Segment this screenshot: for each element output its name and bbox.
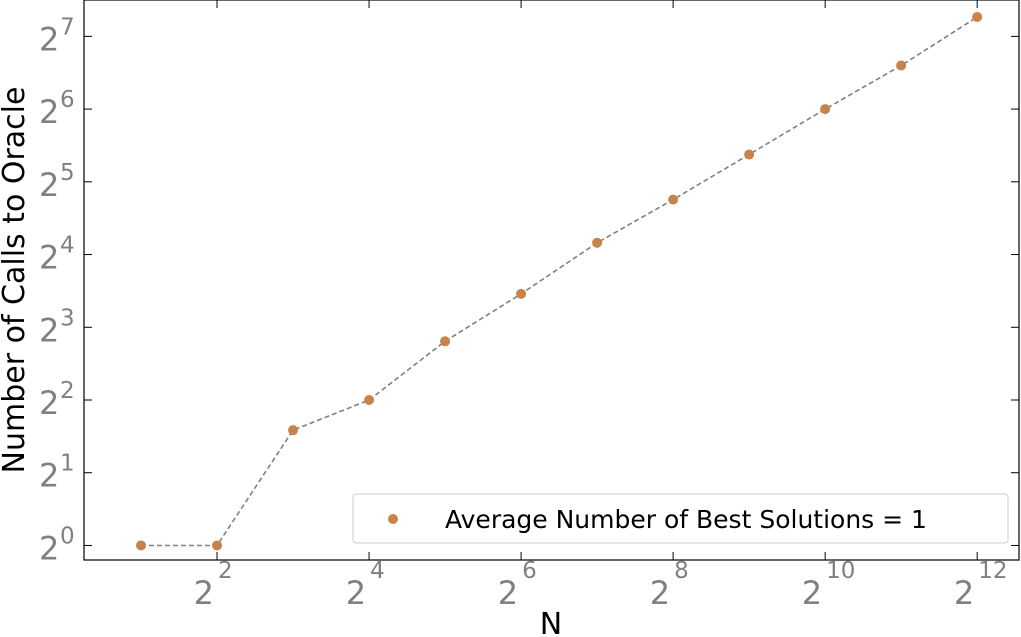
- data-point: [212, 540, 223, 551]
- x-tick-label-exponent: 12: [978, 558, 1007, 584]
- y-tick-label-base: 2: [39, 20, 59, 58]
- x-tick-label-base: 2: [498, 574, 518, 612]
- x-tick-label-exponent: 4: [370, 558, 385, 584]
- x-tick-label-exponent: 10: [826, 558, 855, 584]
- x-tick-label-base: 2: [650, 574, 670, 612]
- data-point: [364, 395, 375, 405]
- data-point: [288, 425, 299, 436]
- y-tick-label-base: 2: [39, 239, 59, 277]
- y-axis-label: Number of Calls to Oracle: [0, 87, 32, 474]
- x-tick-label-base: 2: [954, 574, 974, 612]
- legend-entry: Average Number of Best Solutions = 1: [445, 505, 927, 534]
- y-tick-label-base: 2: [39, 166, 59, 204]
- y-tick-label-exponent: 7: [60, 14, 75, 40]
- data-point: [136, 540, 147, 551]
- data-point: [820, 104, 831, 115]
- y-tick-label-exponent: 1: [60, 451, 75, 477]
- data-point: [668, 194, 679, 205]
- series-line: [141, 16, 978, 547]
- x-tick-label-exponent: 8: [674, 558, 689, 584]
- y-tick-label-base: 2: [39, 93, 59, 131]
- data-point: [972, 11, 983, 22]
- y-axis-ticks: 2 02 12 22 32 42 52 62 7: [39, 14, 1019, 567]
- data-point: [440, 336, 451, 347]
- series-layer: [136, 11, 983, 551]
- x-axis-label: N: [540, 607, 562, 637]
- x-tick-label-exponent: 2: [218, 558, 233, 584]
- y-tick-label-base: 2: [39, 457, 59, 495]
- legend-marker: [388, 514, 398, 524]
- x-tick-label-base: 2: [346, 574, 366, 612]
- data-point: [896, 60, 907, 71]
- y-tick-label-exponent: 4: [60, 233, 75, 259]
- y-tick-label-exponent: 3: [60, 305, 75, 331]
- x-tick-label-base: 2: [194, 574, 214, 612]
- y-tick-label-exponent: 5: [60, 160, 75, 186]
- x-tick-label-exponent: 6: [522, 558, 537, 584]
- legend: Average Number of Best Solutions = 1: [352, 493, 1009, 544]
- y-tick-label-base: 2: [39, 529, 59, 567]
- y-tick-label-exponent: 6: [60, 87, 75, 113]
- legend-box: [352, 493, 1009, 544]
- y-tick-label-exponent: 0: [60, 523, 75, 549]
- y-tick-label-exponent: 2: [60, 378, 75, 404]
- data-point: [592, 237, 603, 248]
- plot-frame: [83, 0, 1020, 561]
- y-tick-label-base: 2: [39, 384, 59, 422]
- x-tick-label-base: 2: [802, 574, 822, 612]
- data-point: [744, 149, 755, 160]
- data-point: [516, 288, 527, 299]
- y-tick-label-base: 2: [39, 311, 59, 349]
